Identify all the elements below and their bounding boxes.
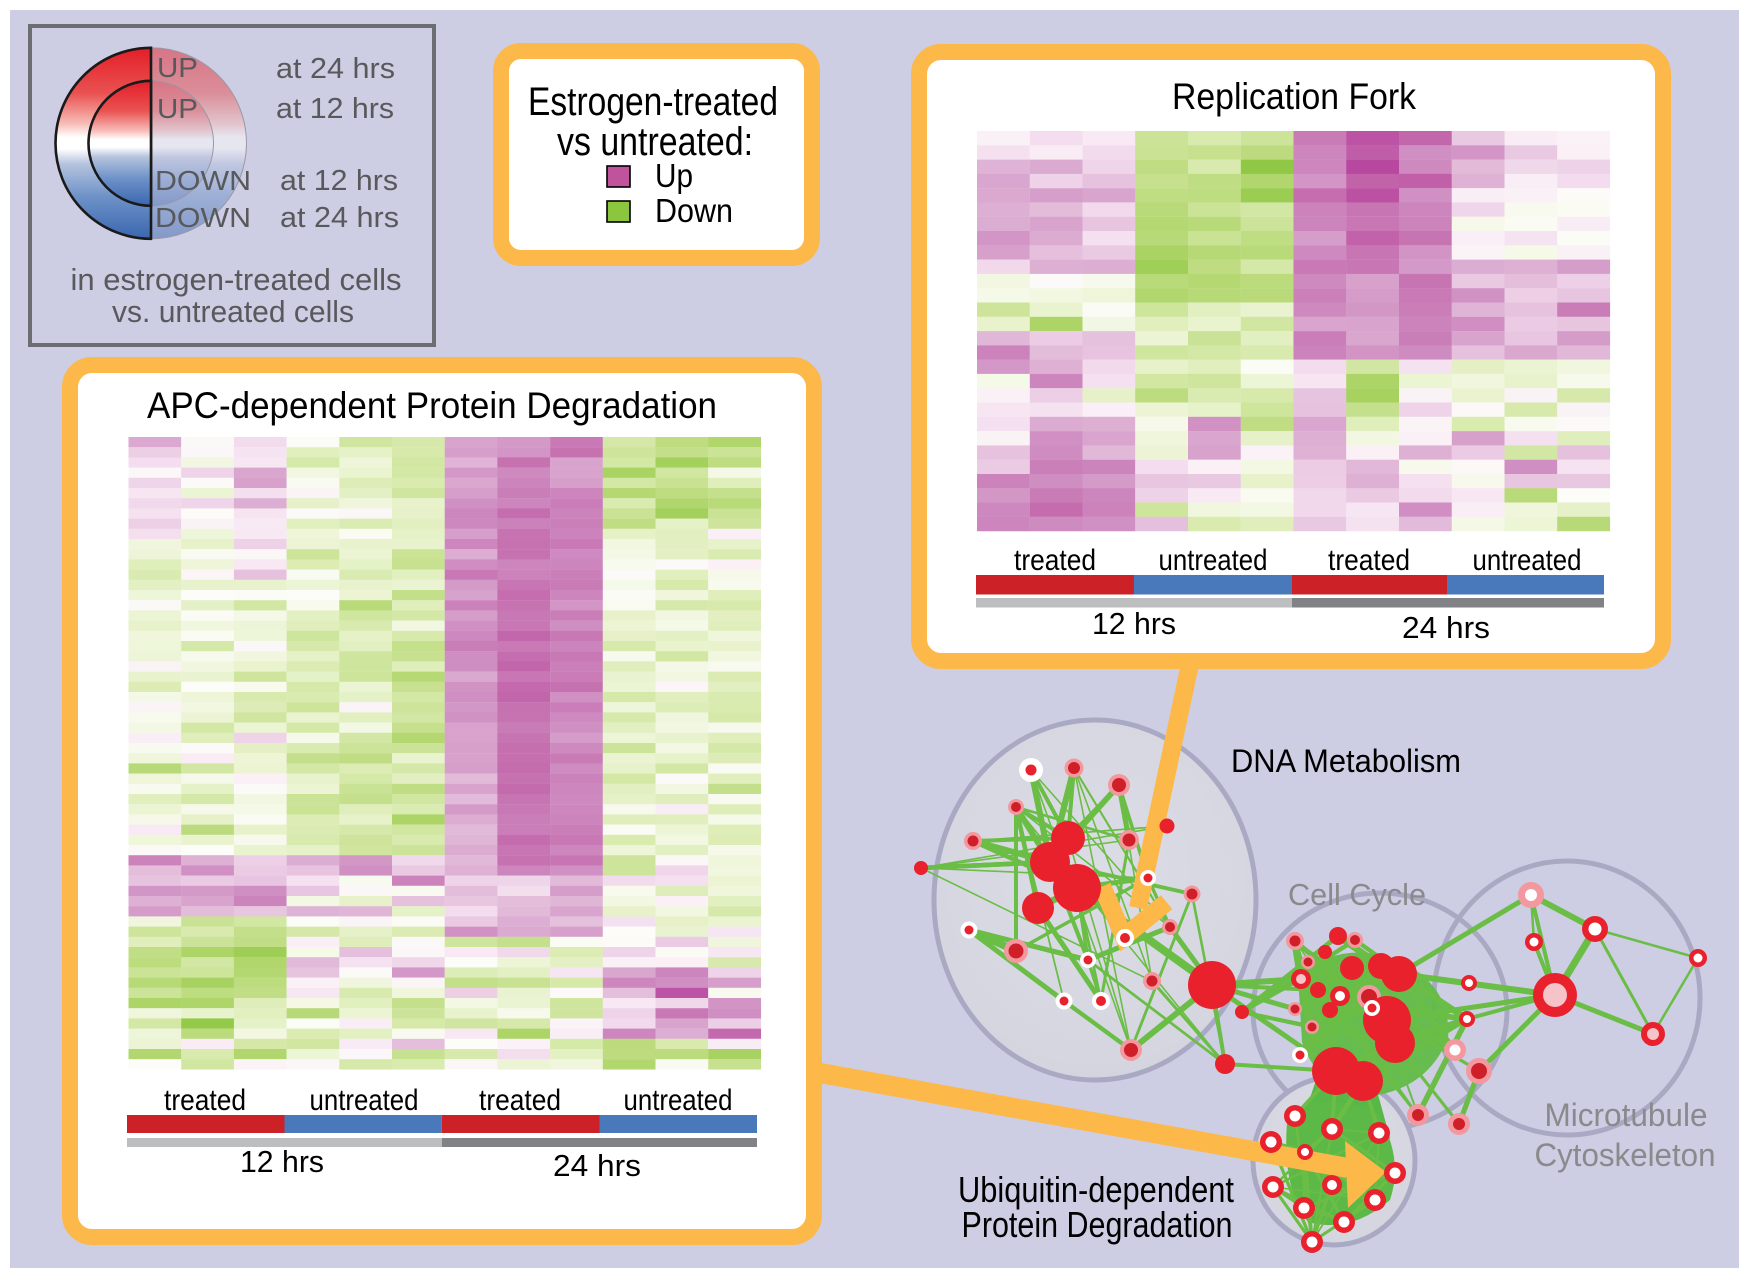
svg-text:Protein Degradation: Protein Degradation [962, 1204, 1233, 1245]
svg-text:Estrogen-treated: Estrogen-treated [528, 80, 778, 124]
svg-text:DOWN: DOWN [155, 202, 251, 233]
svg-text:12 hrs: 12 hrs [240, 1144, 324, 1179]
svg-text:Microtubule: Microtubule [1545, 1097, 1708, 1133]
svg-text:treated: treated [1014, 544, 1096, 577]
svg-text:untreated: untreated [1473, 544, 1582, 577]
svg-text:in estrogen-treated cells: in estrogen-treated cells [71, 262, 402, 297]
svg-text:vs untreated:: vs untreated: [557, 120, 753, 164]
svg-text:Up: Up [655, 157, 693, 194]
svg-text:at 12 hrs: at 12 hrs [280, 165, 398, 197]
svg-text:Cell Cycle: Cell Cycle [1288, 877, 1426, 912]
svg-text:Ubiquitin-dependent: Ubiquitin-dependent [958, 1169, 1234, 1210]
svg-text:vs. untreated cells: vs. untreated cells [112, 294, 354, 329]
svg-text:Replication Fork: Replication Fork [1172, 76, 1416, 117]
svg-text:untreated: untreated [310, 1084, 419, 1117]
svg-text:24 hrs: 24 hrs [1402, 610, 1490, 645]
svg-text:untreated: untreated [624, 1084, 733, 1117]
svg-text:UP: UP [157, 52, 198, 83]
svg-text:at 12 hrs: at 12 hrs [276, 93, 394, 125]
svg-text:DNA Metabolism: DNA Metabolism [1231, 743, 1461, 779]
svg-text:24 hrs: 24 hrs [553, 1148, 641, 1183]
svg-text:untreated: untreated [1159, 544, 1268, 577]
svg-text:treated: treated [1328, 544, 1410, 577]
svg-text:at 24 hrs: at 24 hrs [276, 53, 395, 85]
svg-text:DOWN: DOWN [155, 165, 251, 196]
svg-text:Down: Down [655, 192, 733, 229]
svg-text:12 hrs: 12 hrs [1092, 606, 1176, 641]
svg-text:treated: treated [479, 1084, 561, 1117]
svg-text:treated: treated [164, 1084, 246, 1117]
svg-text:APC-dependent Protein Degradat: APC-dependent Protein Degradation [147, 385, 717, 426]
svg-text:UP: UP [157, 93, 198, 124]
svg-text:at 24 hrs: at 24 hrs [280, 202, 399, 234]
svg-text:Cytoskeleton: Cytoskeleton [1535, 1137, 1716, 1173]
